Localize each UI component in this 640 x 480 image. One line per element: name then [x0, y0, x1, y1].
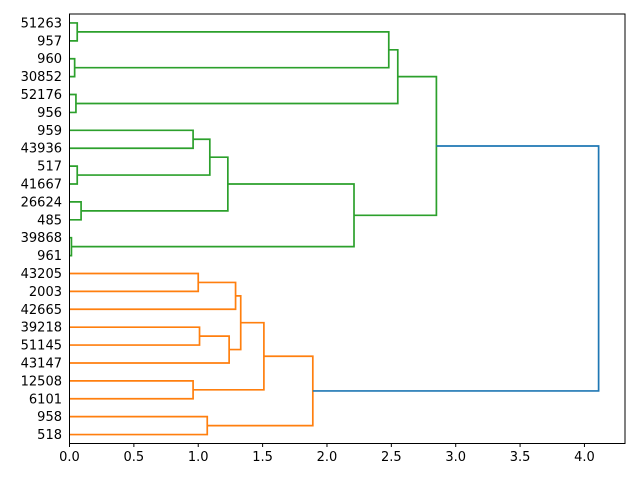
dendrogram-link-green: [77, 138, 211, 176]
leaf-label: 43205: [21, 267, 62, 282]
dendrogram-link-green: [69, 165, 79, 185]
dendrogram-link-green: [69, 57, 76, 78]
leaf-label: 956: [37, 106, 62, 121]
leaf-label: 485: [37, 213, 62, 228]
leaf-label: 30852: [21, 70, 62, 85]
leaf-label: 41667: [21, 178, 62, 193]
leaf-label: 957: [37, 34, 62, 49]
leaf-label: 518: [37, 428, 62, 443]
leaf-label: 959: [37, 124, 62, 139]
leaf-label: 51263: [21, 16, 62, 31]
dendrogram-link-orange: [207, 355, 314, 427]
x-tick-label: 2.5: [381, 450, 402, 465]
dendrogram-link-green: [81, 156, 229, 212]
leaf-label: 6101: [29, 392, 62, 407]
dendrogram-link-orange: [229, 295, 242, 351]
leaf-label: 39218: [21, 321, 62, 336]
leaf-label: 958: [37, 410, 62, 425]
leaf-label: 960: [37, 52, 62, 67]
leaf-label: 961: [37, 249, 62, 264]
dendrogram-link-green: [69, 22, 79, 42]
dendrogram-link-green: [69, 201, 82, 221]
leaf-label: 51145: [21, 339, 62, 354]
dendrogram-link-orange: [69, 326, 201, 346]
leaf-label: 39868: [21, 231, 62, 246]
leaf-label: 52176: [21, 88, 62, 103]
x-tick-label: 4.0: [574, 450, 595, 465]
leaf-label: 2003: [29, 285, 62, 300]
dendrogram-link-green: [74, 31, 390, 69]
leaf-label: 517: [37, 160, 62, 175]
x-tick-label: 1.5: [252, 450, 273, 465]
dendrogram-link-green: [354, 75, 438, 217]
leaf-label: 12508: [21, 374, 62, 389]
leaf-label: 26624: [21, 195, 62, 210]
dendrogram-link-orange: [69, 415, 209, 436]
x-tick-label: 0.0: [59, 450, 80, 465]
x-tick-label: 3.5: [510, 450, 531, 465]
dendrogram-link-blue: [312, 145, 600, 392]
x-tick-label: 0.5: [124, 450, 145, 465]
dendrogram-link-green: [75, 48, 399, 105]
dendrogram-link-orange: [69, 335, 230, 364]
dendrogram-link-green: [69, 129, 194, 150]
x-tick-label: 2.0: [317, 450, 338, 465]
plot-border: [69, 13, 626, 444]
dendrogram-link-orange: [69, 272, 200, 293]
leaf-label: 43147: [21, 356, 62, 371]
dendrogram-link-green: [71, 183, 355, 248]
dendrogram-link-orange: [69, 281, 237, 311]
dendrogram-link-orange: [69, 380, 194, 400]
x-tick-label: 1.0: [188, 450, 209, 465]
leaf-label: 42665: [21, 303, 62, 318]
dendrogram-link-green: [69, 93, 77, 114]
x-tick-label: 3.0: [445, 450, 466, 465]
leaf-label: 43936: [21, 142, 62, 157]
